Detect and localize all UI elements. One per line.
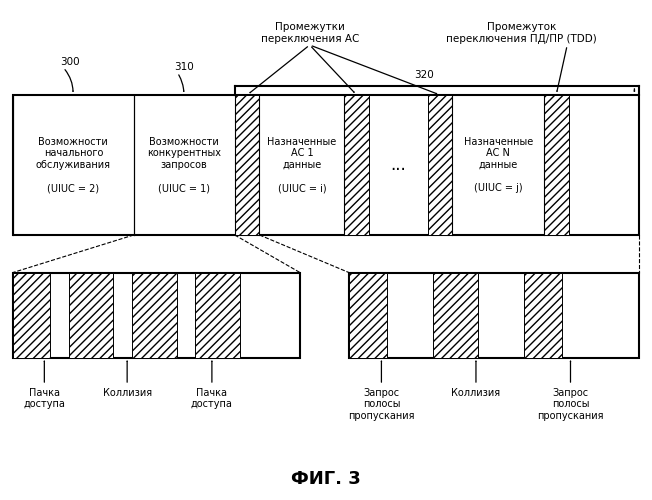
- Text: Промежутки
переключения АС: Промежутки переключения АС: [261, 22, 359, 44]
- Text: Возможности
начального
обслуживания

(UIUC = 2): Возможности начального обслуживания (UIU…: [36, 137, 111, 193]
- Bar: [349, 272, 639, 358]
- Text: ФИГ. 3: ФИГ. 3: [291, 470, 361, 488]
- Bar: [349, 272, 387, 358]
- Text: Запрос
полосы
пропускания: Запрос полосы пропускания: [537, 388, 604, 420]
- Text: 320: 320: [414, 70, 434, 80]
- Text: Пачка
доступа: Пачка доступа: [191, 388, 233, 409]
- Bar: [195, 272, 240, 358]
- Bar: [13, 272, 300, 358]
- Bar: [344, 95, 369, 235]
- Bar: [235, 95, 259, 235]
- Bar: [13, 272, 50, 358]
- Text: Промежуток
переключения ПД/ПР (TDD): Промежуток переключения ПД/ПР (TDD): [446, 22, 597, 44]
- Text: 300: 300: [60, 58, 80, 68]
- Text: 310: 310: [174, 62, 194, 72]
- Text: Коллизия: Коллизия: [451, 388, 501, 398]
- Text: Возможности
конкурентных
запросов

(UIUC = 1): Возможности конкурентных запросов (UIUC …: [147, 137, 221, 193]
- Text: Запрос
полосы
пропускания: Запрос полосы пропускания: [348, 388, 415, 420]
- Bar: [524, 272, 562, 358]
- Bar: [69, 272, 113, 358]
- Text: ...: ...: [391, 156, 406, 174]
- Bar: [433, 272, 478, 358]
- Bar: [544, 95, 569, 235]
- Bar: [13, 95, 639, 235]
- Bar: [132, 272, 177, 358]
- Text: Пачка
доступа: Пачка доступа: [23, 388, 65, 409]
- Bar: [428, 95, 452, 235]
- Text: Коллизия: Коллизия: [102, 388, 152, 398]
- Text: Назначенные
АС 1
данные

(UIUC = i): Назначенные АС 1 данные (UIUC = i): [267, 137, 336, 193]
- Text: Назначенные
АС N
данные

(UIUC = j): Назначенные АС N данные (UIUC = j): [464, 137, 533, 193]
